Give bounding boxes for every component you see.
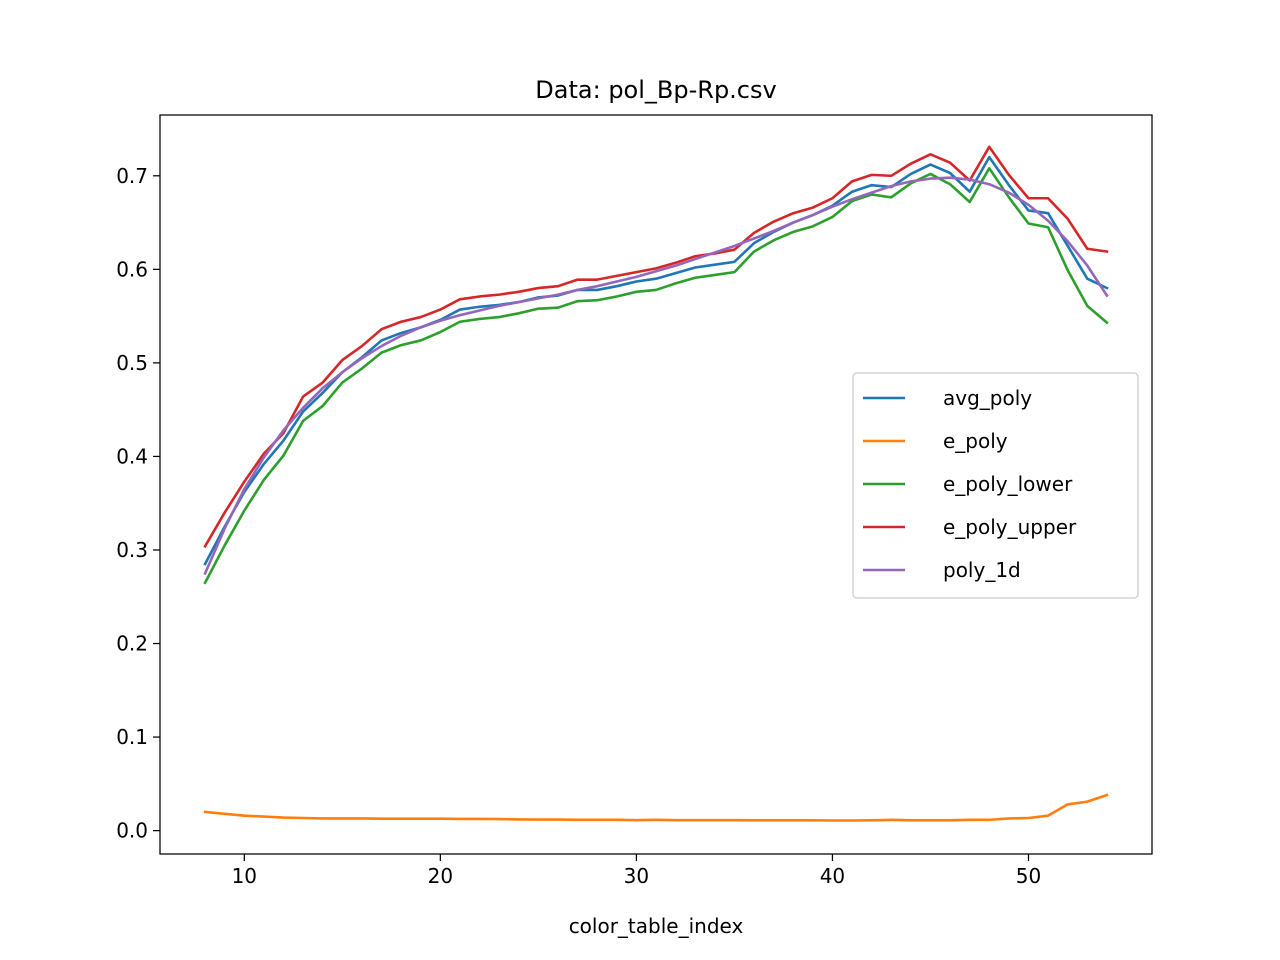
legend-label: avg_poly [943, 386, 1032, 410]
y-tick-label: 0.2 [116, 632, 148, 656]
x-tick-label: 20 [428, 864, 453, 888]
y-tick-label: 0.6 [116, 257, 148, 281]
series-line-poly-1d [203, 176, 1109, 576]
x-tick-label: 30 [624, 864, 649, 888]
legend: avg_poly e_poly e_poly_lower e_poly_upperpo… [852, 372, 1139, 599]
legend-label: e_poly_upper [943, 515, 1077, 539]
x-tick-label: 50 [1016, 864, 1041, 888]
y-tick-label: 0.4 [116, 444, 148, 468]
y-tick-label: 0.5 [116, 351, 148, 375]
y-axis: 0.0 0.1 0.2 0.3 0.4 0.5 0.6 0.7 [116, 164, 160, 843]
y-tick-label: 0.0 [116, 819, 148, 843]
plot-area [203, 145, 1109, 822]
y-tick-label: 0.1 [116, 725, 148, 749]
x-axis: 10 20 30 40 50 [232, 854, 1041, 888]
series-line-e-poly [203, 793, 1109, 822]
legend-label: e_poly [943, 429, 1008, 453]
x-tick-label: 10 [232, 864, 257, 888]
legend-label: poly_1d [943, 558, 1021, 582]
plot-frame [159, 114, 1153, 855]
y-tick-label: 0.3 [116, 538, 148, 562]
series-line-e-poly-lower [203, 167, 1109, 585]
chart-title: Data: pol_Bp-Rp.csv [535, 76, 776, 104]
legend-label: e_poly_lower [943, 472, 1073, 496]
x-axis-label: color_table_index [569, 914, 744, 938]
series-line-e-poly-upper [203, 145, 1109, 549]
legend-box [852, 372, 1139, 599]
x-tick-label: 40 [820, 864, 845, 888]
y-tick-label: 0.7 [116, 164, 148, 188]
